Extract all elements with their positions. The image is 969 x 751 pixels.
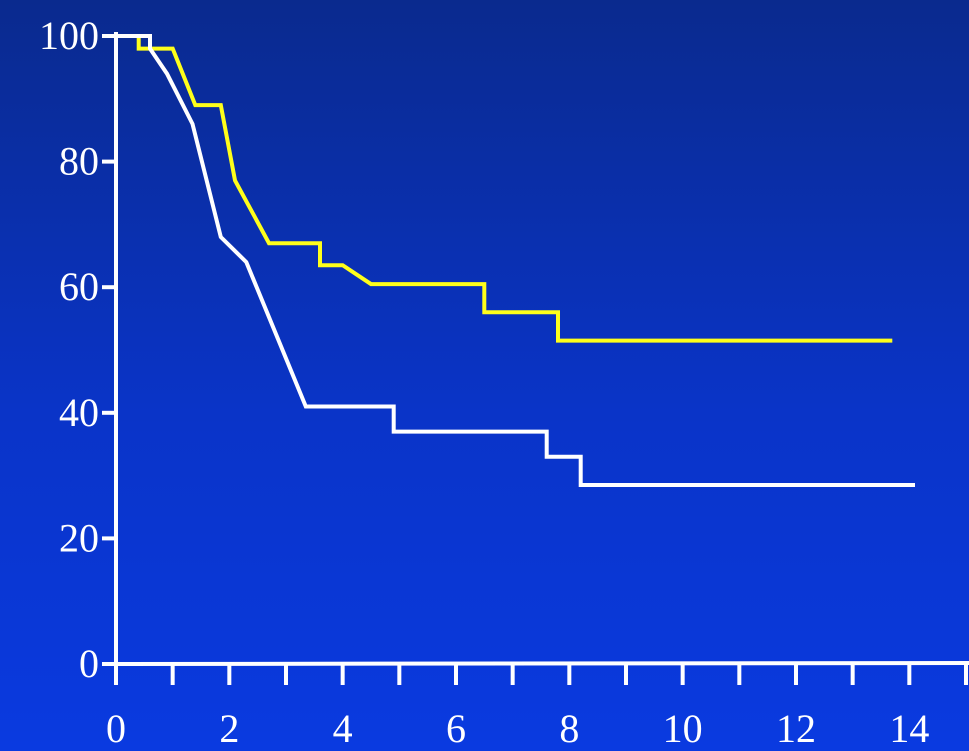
x-tick-label: 6 [446,706,466,751]
x-tick-label: 0 [106,706,126,751]
y-tick-label: 80 [59,139,99,184]
x-axis-line [101,661,969,666]
series-line-2 [116,34,915,487]
series-line-1 [136,36,893,343]
y-tick-label: 100 [39,13,99,58]
x-tick-label: 4 [333,706,353,751]
x-tick-label: 14 [889,706,929,751]
x-tick-label: 10 [663,706,703,751]
x-tick-label: 12 [776,706,816,751]
y-tick-label: 0 [79,641,99,686]
y-tick-label: 60 [59,264,99,309]
x-tick-label: 2 [219,706,239,751]
y-tick-label: 40 [59,390,99,435]
x-tick-label: 8 [559,706,579,751]
y-tick-label: 20 [59,515,99,560]
